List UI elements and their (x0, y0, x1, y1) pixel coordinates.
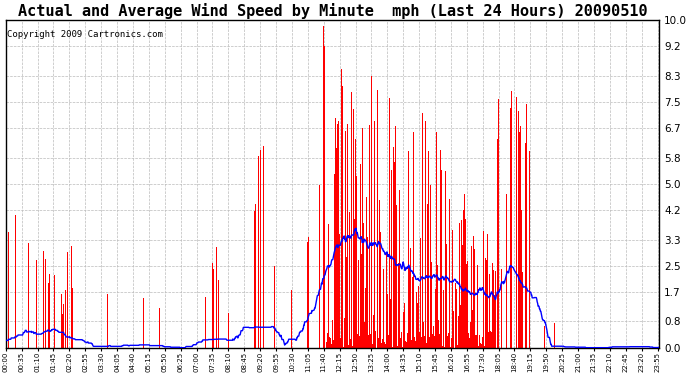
Title: Actual and Average Wind Speed by Minute  mph (Last 24 Hours) 20090510: Actual and Average Wind Speed by Minute … (18, 3, 647, 19)
Text: Copyright 2009 Cartronics.com: Copyright 2009 Cartronics.com (7, 30, 163, 39)
